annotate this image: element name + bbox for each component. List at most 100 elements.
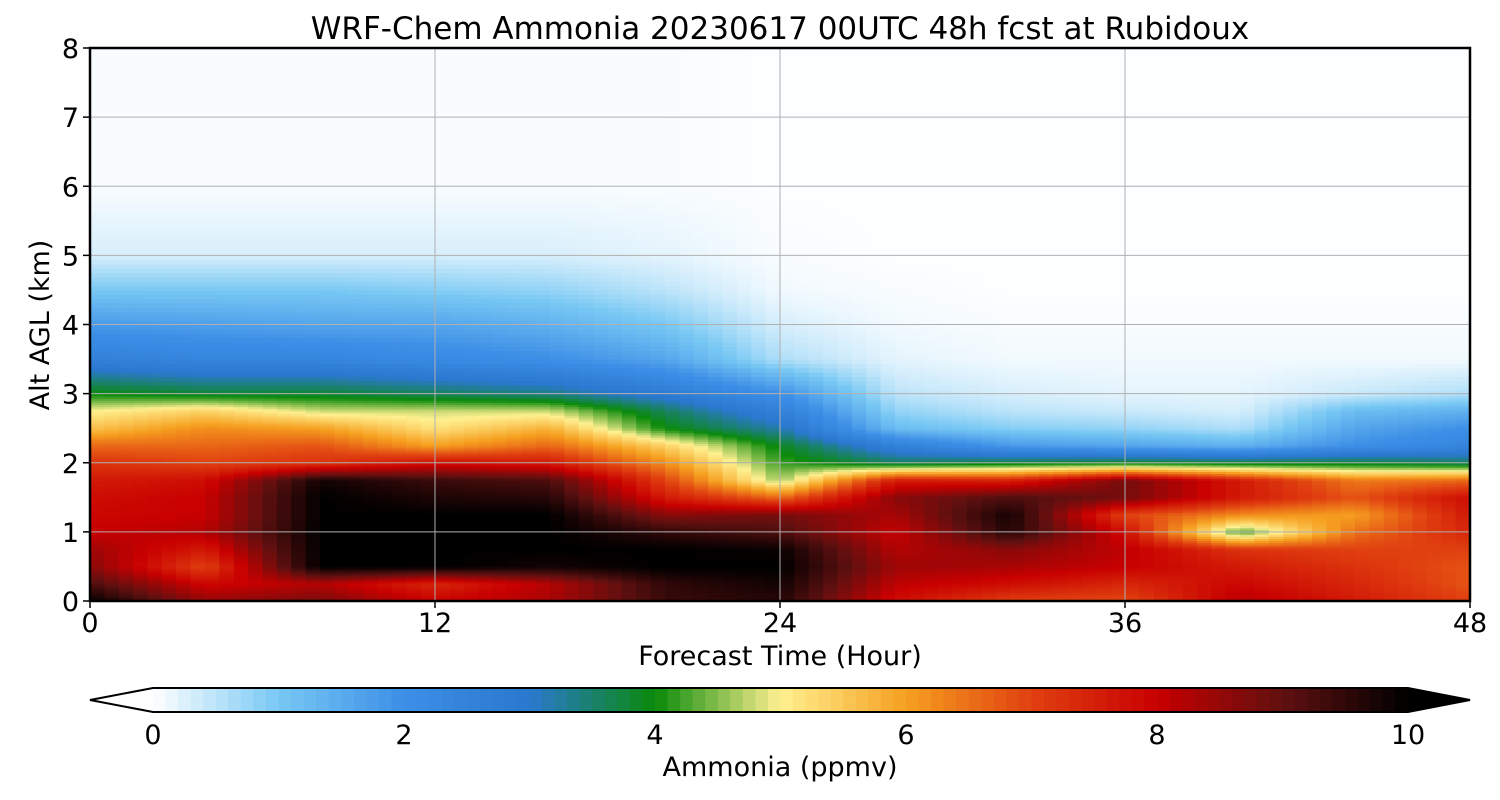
heatmap-cell [895,579,910,583]
heatmap-cell [90,551,105,555]
heatmap-cell [1010,562,1025,565]
heatmap-cell [1383,592,1399,596]
heatmap-cell [621,577,637,580]
heatmap-cell [1426,572,1442,576]
heatmap-cell [478,579,494,583]
heatmap-cell [550,585,565,589]
heatmap-cell [535,572,551,576]
heatmap-cell [492,566,508,570]
heatmap-cell [1110,592,1126,596]
heatmap-cell [1240,568,1255,572]
heatmap-cell [679,566,695,570]
heatmap-cell [276,559,292,563]
heatmap-cell [276,596,292,600]
heatmap-cell [550,557,565,561]
heatmap-cell [665,577,680,580]
heatmap-cell [276,581,292,585]
heatmap-cell [1225,555,1241,559]
heatmap-cell [1153,570,1169,574]
heatmap-cell [1182,564,1198,568]
heatmap-cell [420,592,436,596]
heatmap-cell [550,551,565,555]
heatmap-cell [262,596,278,600]
heatmap-cell [665,551,680,555]
heatmap-cell [147,575,163,578]
heatmap-cell [1240,583,1255,587]
heatmap-cell [1139,566,1155,570]
heatmap-cell [1038,585,1054,589]
heatmap-cell [693,564,709,568]
heatmap-cell [248,555,264,559]
heatmap-cell [665,592,680,596]
heatmap-cell [722,594,738,598]
heatmap-cell [1254,566,1270,570]
heatmap-cell [708,559,724,563]
heatmap-cell [262,572,278,576]
heatmap-cell [262,590,278,593]
heatmap-cell [248,583,264,587]
heatmap-cell [1024,596,1040,600]
heatmap-cell [938,564,954,568]
heatmap-cell [449,562,465,565]
heatmap-cell [880,579,896,583]
heatmap-cell [1053,564,1069,568]
heatmap-cell [1168,559,1184,563]
heatmap-cell [248,572,264,576]
heatmap-cell [1067,564,1083,568]
heatmap-cell [521,592,537,596]
heatmap-cell [1038,575,1054,578]
heatmap-cell [765,581,781,585]
heatmap-cell [233,583,249,587]
heatmap-cell [722,572,738,576]
heatmap-cell [1139,572,1155,576]
heatmap-cell [823,562,839,565]
heatmap-cell [794,562,810,565]
heatmap-cell [147,581,163,585]
heatmap-cell [1355,579,1370,583]
heatmap-cell [593,577,609,580]
heatmap-cell [1240,579,1255,583]
heatmap-cell [291,583,307,587]
heatmap-cell [909,581,925,585]
heatmap-cell [808,581,824,585]
heatmap-cell [808,553,824,557]
heatmap-cell [550,588,565,591]
heatmap-cell [190,577,206,580]
heatmap-cell [1254,568,1270,572]
heatmap-cell [276,588,292,591]
heatmap-cell [248,553,264,557]
heatmap-cell [923,568,939,572]
heatmap-cell [679,575,695,578]
heatmap-cell [1426,588,1442,591]
heatmap-cell [550,566,565,570]
heatmap-cell [1225,575,1241,578]
heatmap-cell [1196,564,1212,568]
heatmap-cell [161,590,177,593]
heatmap-cell [233,594,249,598]
heatmap-cell [176,579,192,583]
heatmap-cell [1081,575,1097,578]
heatmap-cell [1038,596,1054,600]
heatmap-cell [1283,579,1299,583]
heatmap-cell [679,559,695,563]
heatmap-cell [1268,570,1284,574]
heatmap-cell [1355,581,1370,585]
heatmap-cell [923,579,939,583]
heatmap-cell [1340,581,1356,585]
heatmap-cell [679,596,695,600]
heatmap-cell [248,559,264,563]
heatmap-cell [564,581,580,585]
heatmap-cell [621,555,637,559]
heatmap-cell [650,568,666,572]
heatmap-cell [219,588,235,591]
heatmap-cell [851,596,867,600]
heatmap-cell [334,559,350,563]
heatmap-cell [535,555,551,559]
heatmap-cell [1412,583,1428,587]
heatmap-cell [104,585,120,589]
heatmap-cell [176,551,192,555]
heatmap-cell [90,585,105,589]
heatmap-cell [1283,590,1299,593]
heatmap-cell [262,583,278,587]
heatmap-cell [1254,553,1270,557]
